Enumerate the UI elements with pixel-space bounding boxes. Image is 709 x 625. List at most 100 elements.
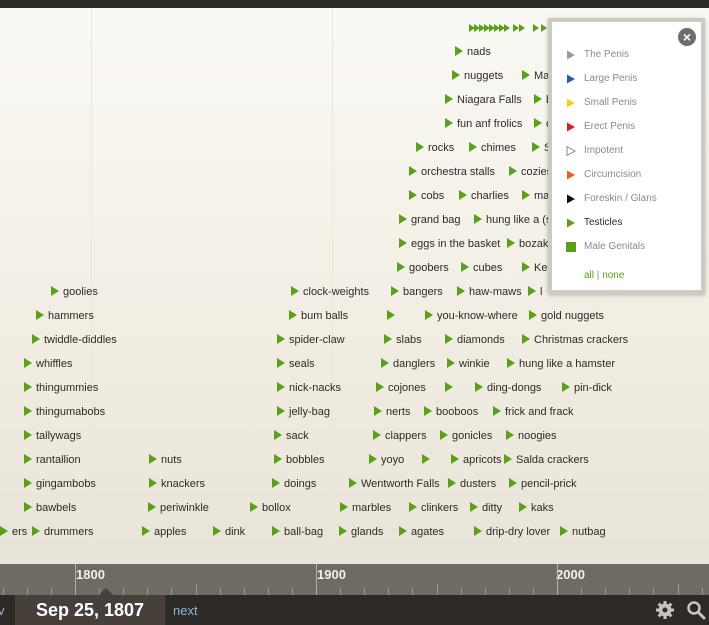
term-marker[interactable]: apples <box>142 525 186 539</box>
term-marker[interactable]: ball-bag <box>272 525 323 539</box>
term-marker[interactable]: you-know-where <box>425 309 518 323</box>
term-marker[interactable]: whiffles <box>24 357 72 371</box>
term-marker[interactable]: spider-claw <box>277 333 345 347</box>
term-marker[interactable]: twiddle-diddles <box>32 333 117 347</box>
term-marker[interactable]: gold nuggets <box>529 309 604 323</box>
term-marker[interactable]: Wentworth Falls <box>349 477 440 491</box>
term-marker[interactable]: dink <box>213 525 245 539</box>
term-marker[interactable]: bangers <box>391 285 443 299</box>
term-marker[interactable]: bobbles <box>274 453 325 467</box>
testicles-triangle-icon <box>369 454 377 464</box>
term-marker[interactable]: Niagara Falls <box>445 93 522 107</box>
term-marker[interactable]: marbles <box>340 501 391 515</box>
term-marker[interactable]: pencil-prick <box>509 477 577 491</box>
term-marker[interactable]: Salda crackers <box>504 453 589 467</box>
year-axis[interactable]: 1800 1900 2000 <box>0 564 709 595</box>
term-marker[interactable]: ers <box>0 525 27 539</box>
term-marker[interactable]: agates <box>399 525 444 539</box>
term-marker[interactable]: goobers <box>397 261 449 275</box>
term-marker[interactable]: bollox <box>250 501 291 515</box>
select-all-link[interactable]: all <box>584 270 595 281</box>
term-marker[interactable] <box>445 381 457 395</box>
term-marker[interactable]: booboos <box>424 405 478 419</box>
term-marker[interactable]: dusters <box>448 477 496 491</box>
term-marker[interactable]: kaks <box>519 501 554 515</box>
term-marker[interactable]: S <box>532 141 551 155</box>
term-label: ball-bag <box>284 526 324 538</box>
term-marker[interactable]: chimes <box>469 141 516 155</box>
term-marker[interactable]: haw-maws <box>457 285 522 299</box>
term-marker[interactable]: apricots <box>451 453 502 467</box>
term-marker[interactable]: knackers <box>149 477 205 491</box>
term-marker[interactable]: drip-dry lover <box>474 525 550 539</box>
term-marker[interactable]: eggs in the basket <box>399 237 500 251</box>
term-marker[interactable]: danglers <box>381 357 435 371</box>
term-marker[interactable]: orchestra stalls <box>409 165 495 179</box>
term-marker[interactable]: clappers <box>373 429 427 443</box>
testicles-triangle-icon <box>409 190 417 200</box>
term-marker[interactable]: sack <box>274 429 309 443</box>
term-marker[interactable]: glands <box>339 525 383 539</box>
gear-icon[interactable] <box>655 600 675 620</box>
term-marker[interactable]: thingummies <box>24 381 98 395</box>
term-marker[interactable]: hammers <box>36 309 94 323</box>
term-marker[interactable]: pin-dick <box>562 381 612 395</box>
term-marker[interactable]: noogies <box>506 429 557 443</box>
term-marker[interactable]: cojones <box>376 381 426 395</box>
term-marker[interactable]: rocks <box>416 141 454 155</box>
term-marker[interactable]: charlies <box>459 189 509 203</box>
term-marker[interactable]: rantallion <box>24 453 81 467</box>
term-marker[interactable]: drummers <box>32 525 94 539</box>
term-marker[interactable]: fun anf frolics <box>445 117 522 131</box>
term-marker[interactable]: bozak <box>507 237 548 251</box>
term-marker[interactable]: jelly-bag <box>277 405 330 419</box>
term-marker[interactable]: cobs <box>409 189 444 203</box>
term-marker[interactable]: seals <box>277 357 315 371</box>
term-marker[interactable]: Christmas crackers <box>522 333 628 347</box>
term-marker[interactable]: yoyo <box>369 453 404 467</box>
select-none-link[interactable]: none <box>602 270 625 281</box>
term-label: ditty <box>482 502 503 514</box>
term-marker[interactable]: winkie <box>447 357 490 371</box>
term-marker[interactable]: Ma <box>522 69 549 83</box>
term-marker[interactable]: hung like a hamster <box>507 357 615 371</box>
term-marker[interactable]: ditty <box>470 501 502 515</box>
term-marker[interactable]: nuggets <box>452 69 503 83</box>
term-marker[interactable]: bum balls <box>289 309 348 323</box>
term-marker[interactable]: goolies <box>51 285 98 299</box>
term-marker[interactable]: frick and frack <box>493 405 573 419</box>
term-marker[interactable]: gonicles <box>440 429 492 443</box>
testicles-triangle-icon <box>250 502 258 512</box>
term-marker[interactable]: thingumabobs <box>24 405 105 419</box>
term-marker[interactable]: bawbels <box>24 501 76 515</box>
term-marker[interactable]: hung like a (str <box>474 213 558 227</box>
term-marker[interactable]: l <box>528 285 542 299</box>
term-marker[interactable] <box>387 309 399 323</box>
term-marker[interactable]: Ker <box>522 261 551 275</box>
term-marker[interactable]: cozies <box>509 165 552 179</box>
term-marker[interactable]: slabs <box>384 333 422 347</box>
prev-link[interactable]: v <box>0 603 5 618</box>
term-marker[interactable]: tallywags <box>24 429 81 443</box>
axis-tick <box>509 588 510 595</box>
term-marker[interactable]: nutbag <box>560 525 606 539</box>
term-marker[interactable]: periwinkle <box>148 501 209 515</box>
term-marker[interactable]: nuts <box>149 453 182 467</box>
term-marker[interactable]: clock-weights <box>291 285 369 299</box>
term-marker[interactable] <box>422 453 434 467</box>
axis-tick <box>51 588 52 595</box>
term-marker[interactable]: diamonds <box>445 333 505 347</box>
term-marker[interactable]: cubes <box>461 261 502 275</box>
term-marker[interactable]: nads <box>455 45 491 59</box>
term-marker[interactable]: nerts <box>374 405 410 419</box>
term-marker[interactable]: doings <box>272 477 316 491</box>
term-marker[interactable]: ding-dongs <box>475 381 541 395</box>
search-icon[interactable] <box>686 600 706 620</box>
term-marker[interactable]: ma <box>522 189 549 203</box>
term-marker[interactable]: nick-nacks <box>277 381 341 395</box>
term-marker[interactable]: gingambobs <box>24 477 96 491</box>
term-marker[interactable]: clinkers <box>409 501 458 515</box>
term-marker[interactable]: grand bag <box>399 213 461 227</box>
next-link[interactable]: next <box>173 603 198 618</box>
close-icon[interactable]: × <box>678 28 696 46</box>
